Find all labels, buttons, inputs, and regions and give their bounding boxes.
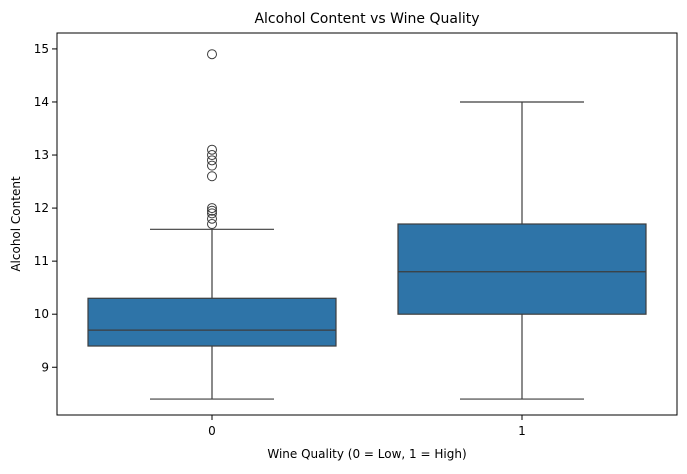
chart-title: Alcohol Content vs Wine Quality xyxy=(254,11,479,27)
box-group xyxy=(87,49,337,400)
y-tick-label: 10 xyxy=(34,307,49,321)
y-axis: 9 10 11 12 13 14 15 xyxy=(34,42,57,374)
y-axis-label: Alcohol Content xyxy=(9,176,23,272)
y-tick-label: 11 xyxy=(34,254,49,268)
outlier-point xyxy=(207,144,217,155)
y-tick-label: 13 xyxy=(34,148,49,162)
box-group xyxy=(397,101,647,400)
outlier-point xyxy=(207,203,217,214)
y-tick-label: 9 xyxy=(41,360,49,374)
plot-area xyxy=(87,49,647,400)
box-iqr xyxy=(397,223,647,315)
outlier-point xyxy=(207,213,217,224)
y-tick-label: 15 xyxy=(34,42,49,56)
y-tick-label: 14 xyxy=(34,95,49,109)
outlier-point xyxy=(207,160,217,171)
outlier-point xyxy=(207,155,217,166)
outlier-point xyxy=(207,205,217,216)
x-tick-label: 1 xyxy=(518,424,526,438)
outlier-point xyxy=(207,49,217,60)
box-iqr xyxy=(87,297,337,347)
outlier-point xyxy=(207,219,217,229)
plot-frame xyxy=(56,32,678,416)
y-tick-label: 12 xyxy=(34,201,49,215)
x-tick-label: 0 xyxy=(208,424,216,438)
outlier-point xyxy=(207,150,217,161)
outlier-point xyxy=(207,208,217,219)
x-axis-label: Wine Quality (0 = Low, 1 = High) xyxy=(267,447,466,461)
outlier-point xyxy=(207,171,217,182)
